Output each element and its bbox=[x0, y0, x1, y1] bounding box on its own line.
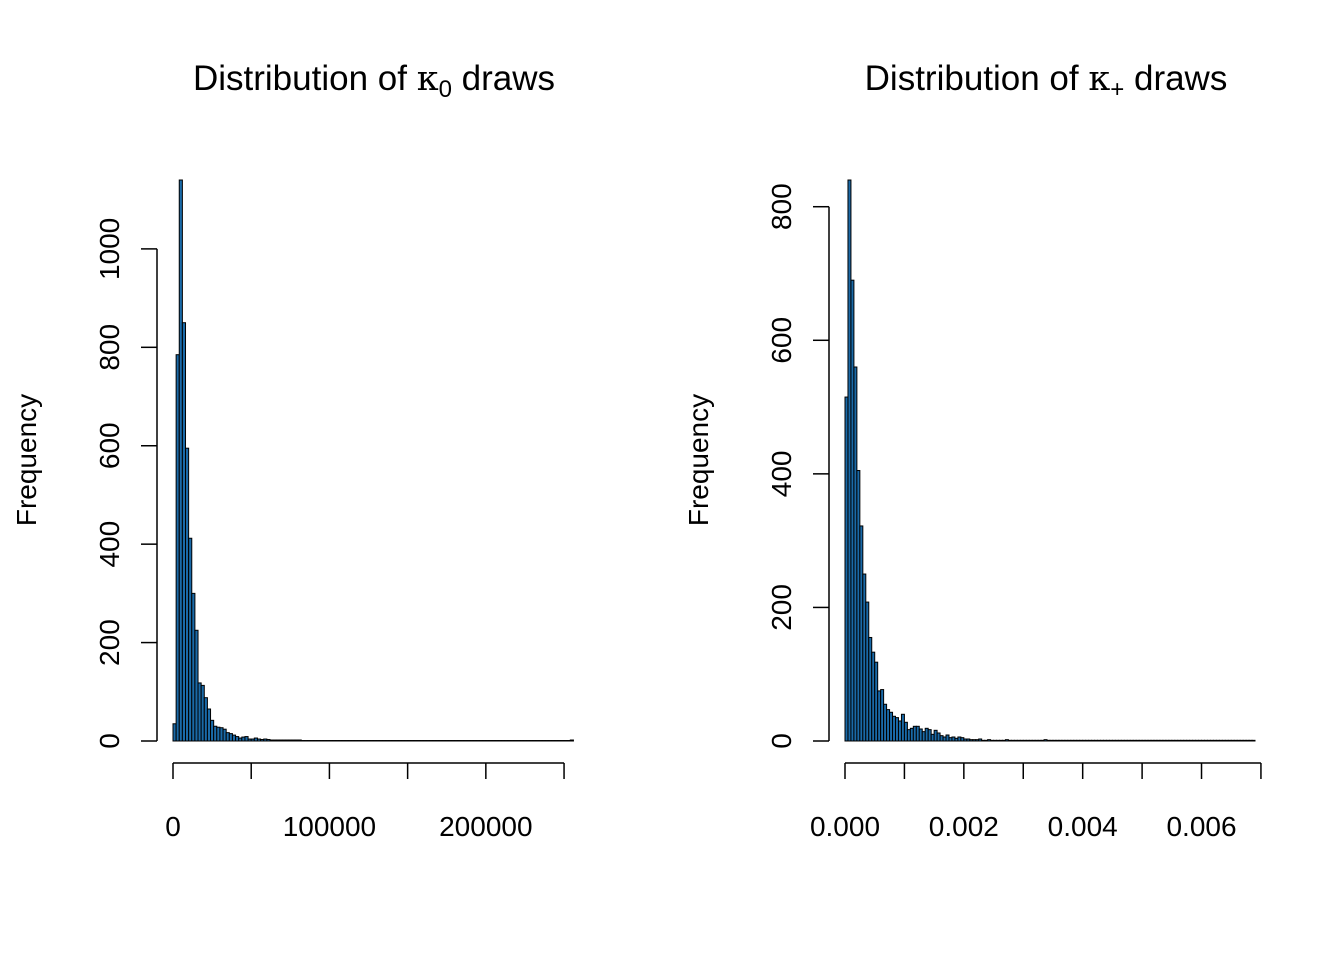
x-tick-label: 0.004 bbox=[1048, 811, 1118, 842]
kappa-plus-histogram-panel: Distribution of κ+ draws Frequency 0 200 400… bbox=[683, 59, 1262, 842]
y-tick-label: 0 bbox=[766, 733, 797, 749]
x-tick-label: 0 bbox=[165, 811, 181, 842]
kappa0-histogram-panel: Distribution of κ0 drawsFrequency0200400… bbox=[11, 59, 574, 842]
histogram-bars bbox=[172, 179, 574, 742]
y-axis: 0 200 400 600 800 1000 bbox=[94, 218, 158, 749]
y-tick-label: 400 bbox=[94, 521, 125, 568]
y-tick-label: 600 bbox=[94, 422, 125, 469]
chart-title-suffix: draws bbox=[452, 59, 555, 98]
chart-title-subscript: 0 bbox=[439, 76, 452, 103]
histogram-bar bbox=[569, 739, 574, 742]
y-tick-label: 400 bbox=[766, 450, 797, 497]
y-axis-label: Frequency bbox=[11, 394, 42, 526]
y-tick-label: 1000 bbox=[94, 218, 125, 280]
chart-title: Distribution of κ0 draws bbox=[193, 59, 555, 103]
chart-title-symbol: κ bbox=[417, 59, 439, 99]
chart-title-symbol: κ bbox=[1088, 59, 1110, 99]
y-tick-label: 800 bbox=[94, 324, 125, 371]
x-tick-label: 0.000 bbox=[810, 811, 880, 842]
histogram-bar bbox=[1251, 739, 1256, 742]
chart-title-prefix: Distribution of bbox=[865, 59, 1089, 98]
chart-title: Distribution of κ+ draws bbox=[865, 59, 1228, 103]
y-axis: 0 200 400 600 800 bbox=[766, 183, 830, 749]
histogram-bars bbox=[844, 179, 1256, 742]
chart-title-suffix: draws bbox=[1124, 59, 1227, 98]
x-axis: 0 100000 200000 bbox=[165, 762, 565, 842]
x-axis: 0.000 0.002 0.004 0.006 bbox=[810, 762, 1262, 842]
x-tick-label: 200000 bbox=[439, 811, 532, 842]
x-tick-label: 100000 bbox=[283, 811, 376, 842]
x-tick-label: 0.006 bbox=[1166, 811, 1236, 842]
chart-title-subscript: + bbox=[1110, 76, 1124, 103]
y-axis-label: Frequency bbox=[683, 394, 714, 526]
x-tick-label: 0.002 bbox=[929, 811, 999, 842]
y-tick-label: 800 bbox=[766, 183, 797, 230]
chart-title-prefix: Distribution of bbox=[193, 59, 417, 98]
y-tick-label: 200 bbox=[766, 584, 797, 631]
y-tick-label: 600 bbox=[766, 317, 797, 364]
y-tick-label: 200 bbox=[94, 619, 125, 666]
y-tick-label: 0 bbox=[94, 733, 125, 749]
